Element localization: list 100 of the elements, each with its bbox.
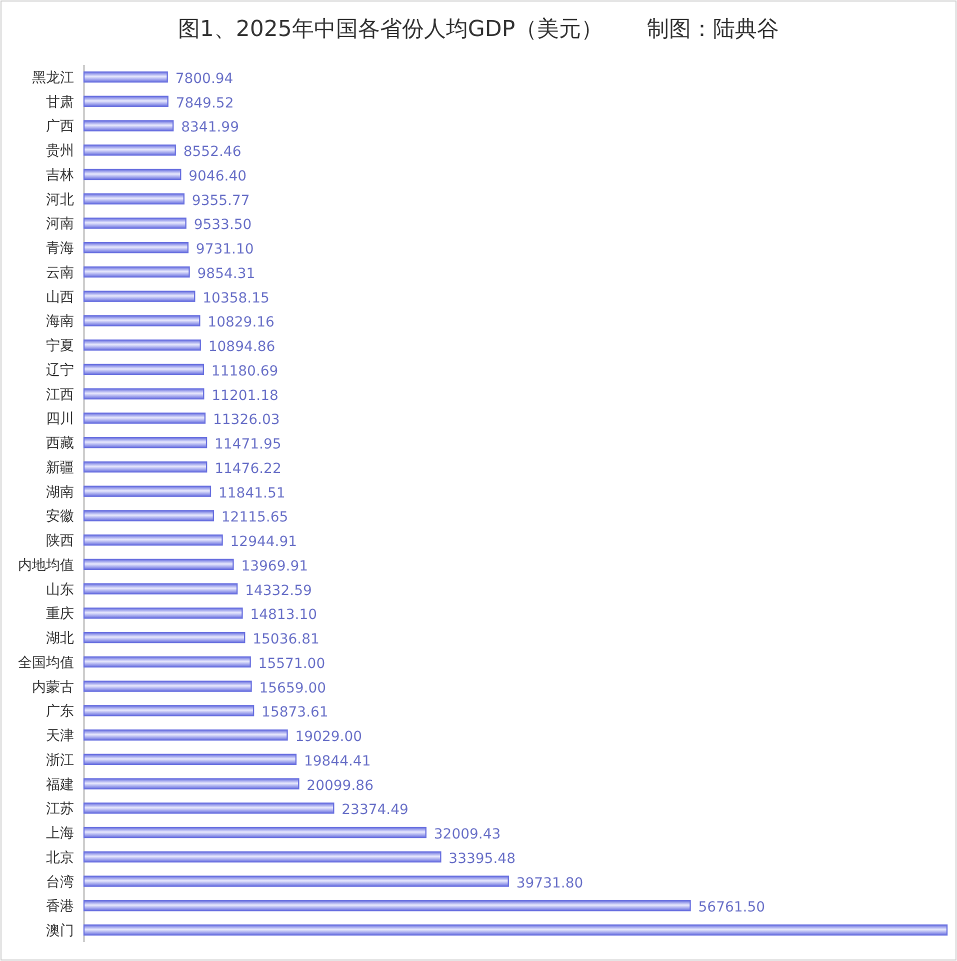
bar bbox=[83, 388, 204, 400]
bar bbox=[83, 778, 300, 790]
bar bbox=[83, 705, 254, 716]
bar bbox=[83, 461, 208, 473]
data-label: 14813.10 bbox=[250, 607, 318, 624]
y-tick-label: 重庆 bbox=[46, 606, 74, 622]
data-label: 9854.31 bbox=[197, 266, 256, 282]
bar bbox=[83, 218, 186, 229]
bar bbox=[83, 802, 334, 814]
data-label: 8341.99 bbox=[181, 120, 240, 136]
data-label: 20099.86 bbox=[306, 778, 374, 794]
data-label: 15036.81 bbox=[252, 632, 320, 648]
bar bbox=[83, 534, 223, 546]
data-label: 10358.15 bbox=[202, 290, 270, 306]
y-tick-label: 贵州 bbox=[46, 143, 74, 160]
bar bbox=[83, 656, 251, 668]
y-tick-label: 浙江 bbox=[46, 752, 74, 768]
bar bbox=[83, 826, 426, 838]
data-label: 9731.10 bbox=[196, 242, 254, 258]
data-label: 11476.22 bbox=[214, 460, 282, 477]
y-tick-label: 青海 bbox=[46, 240, 74, 257]
data-label: 11201.18 bbox=[212, 388, 278, 404]
bar bbox=[83, 876, 509, 887]
y-tick-label: 吉林 bbox=[46, 167, 74, 184]
bar bbox=[83, 900, 691, 912]
bar bbox=[83, 315, 200, 326]
y-tick-label: 天津 bbox=[46, 728, 74, 744]
data-label: 11326.03 bbox=[212, 412, 280, 428]
data-label: 10894.86 bbox=[208, 339, 276, 356]
y-tick-label: 江苏 bbox=[46, 801, 74, 818]
y-tick-label: 河南 bbox=[46, 216, 74, 232]
y-tick-label: 香港 bbox=[46, 898, 74, 915]
data-label: 8552.46 bbox=[183, 144, 242, 160]
y-tick-label: 湖南 bbox=[46, 484, 74, 500]
bar bbox=[83, 558, 234, 570]
bar bbox=[83, 729, 288, 741]
y-tick-label: 内地均值 bbox=[18, 557, 74, 574]
bar bbox=[83, 364, 204, 376]
y-tick-label: 安徽 bbox=[46, 508, 74, 525]
y-tick-label: 河北 bbox=[46, 192, 74, 208]
y-tick-label: 内蒙古 bbox=[32, 679, 74, 696]
data-label: 7849.52 bbox=[176, 95, 234, 112]
bar bbox=[83, 193, 185, 204]
y-tick-label: 福建 bbox=[46, 776, 74, 793]
data-label: 7800.94 bbox=[175, 71, 234, 87]
y-tick-label: 广东 bbox=[46, 704, 74, 720]
data-label: 11471.95 bbox=[214, 436, 282, 453]
data-label: 23374.49 bbox=[342, 802, 408, 818]
bar bbox=[83, 486, 212, 497]
y-tick-label: 新疆 bbox=[46, 460, 74, 476]
data-label: 15873.61 bbox=[262, 704, 328, 721]
bar bbox=[83, 924, 948, 936]
y-tick-label: 四川 bbox=[46, 411, 74, 428]
y-tick-label: 海南 bbox=[46, 314, 74, 330]
bar bbox=[83, 608, 243, 619]
data-label: 39731.80 bbox=[516, 875, 584, 892]
bar bbox=[83, 436, 208, 448]
y-tick-label: 全国均值 bbox=[18, 654, 74, 671]
y-tick-label: 台湾 bbox=[46, 874, 74, 890]
bar bbox=[83, 168, 182, 180]
data-label: 11180.69 bbox=[211, 363, 278, 380]
bar bbox=[83, 290, 196, 302]
y-tick-label: 山西 bbox=[46, 289, 74, 306]
data-label: 32009.43 bbox=[434, 826, 501, 843]
data-label: 13969.91 bbox=[241, 558, 308, 574]
y-tick-label: 湖北 bbox=[46, 630, 74, 647]
bar bbox=[83, 339, 201, 351]
data-label: 12944.91 bbox=[230, 534, 298, 550]
bar bbox=[83, 754, 297, 765]
bar bbox=[83, 266, 190, 278]
data-label: 9046.40 bbox=[188, 168, 247, 184]
bar bbox=[83, 144, 176, 156]
data-label: 56761.50 bbox=[698, 900, 766, 916]
data-label: 9533.50 bbox=[194, 217, 252, 234]
chart-title: 图1、2025年中国各省份人均GDP（美元） 制图：陆典谷 bbox=[178, 17, 780, 42]
data-label: 15659.00 bbox=[259, 680, 326, 696]
data-label: 33395.48 bbox=[448, 850, 516, 867]
y-tick-label: 山东 bbox=[46, 582, 74, 598]
bar bbox=[83, 412, 206, 424]
data-label: 12115.65 bbox=[221, 510, 288, 526]
bar bbox=[83, 583, 238, 594]
bar bbox=[83, 242, 189, 254]
y-tick-label: 北京 bbox=[46, 850, 74, 866]
bar bbox=[83, 96, 168, 107]
y-tick-label: 甘肃 bbox=[46, 94, 74, 110]
bar bbox=[83, 680, 252, 692]
bar bbox=[83, 851, 442, 862]
data-label: 14332.59 bbox=[245, 582, 312, 599]
y-tick-label: 广西 bbox=[46, 118, 74, 135]
y-tick-label: 上海 bbox=[46, 826, 74, 842]
bar bbox=[83, 71, 168, 83]
data-label: 19029.00 bbox=[295, 729, 362, 746]
y-tick-label: 黑龙江 bbox=[32, 70, 74, 86]
y-tick-label: 陕西 bbox=[46, 533, 74, 550]
data-label: 15571.00 bbox=[258, 656, 326, 672]
bar bbox=[83, 120, 174, 132]
y-tick-label: 西藏 bbox=[46, 436, 74, 452]
data-label: 10829.16 bbox=[208, 314, 275, 331]
bar bbox=[83, 632, 246, 644]
y-tick-label: 澳门 bbox=[46, 923, 74, 939]
